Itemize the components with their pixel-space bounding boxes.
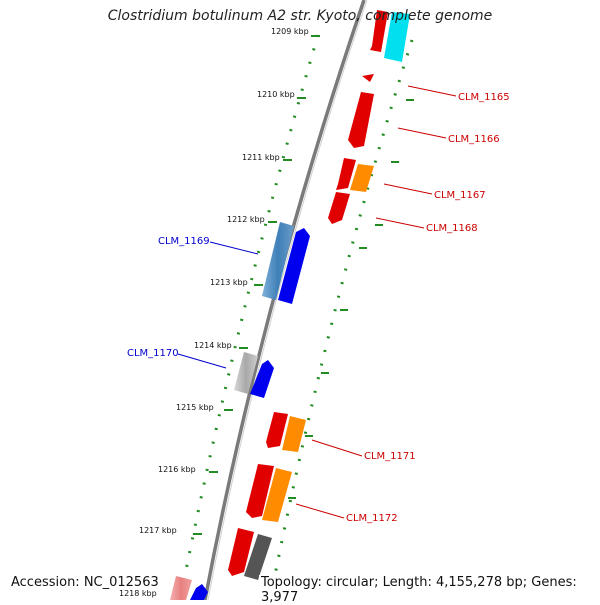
connector-clm-1168: [375, 217, 425, 229]
connector-clm-1165: [407, 85, 457, 97]
genome-backbone-highlight: [207, 0, 368, 600]
forward-genes: [228, 10, 410, 580]
ruler-label: 1218 kbp: [119, 589, 157, 598]
connector-clm-1167: [383, 183, 433, 195]
ruler-label: 1215 kbp: [176, 403, 214, 412]
gene-label[interactable]: CLM_1165: [458, 92, 510, 103]
inner-ruler-line: [273, 39, 414, 576]
ruler-ticks: [193, 35, 414, 535]
cog-bar-orange[interactable]: [282, 416, 306, 452]
gene-label[interactable]: CLM_1172: [346, 513, 398, 524]
genome-backbone: [203, 0, 366, 600]
ruler-line: [180, 34, 320, 591]
cog-bar-gray[interactable]: [244, 534, 272, 580]
connector-clm-1166: [397, 127, 447, 139]
ruler-label: 1210 kbp: [257, 90, 295, 99]
ruler-label: 1211 kbp: [242, 153, 280, 162]
gene-arrow-clm-1168[interactable]: [328, 192, 350, 224]
connector-clm-1171: [311, 439, 363, 457]
gene-arrow-clm-1164[interactable]: [370, 10, 388, 52]
gene-arrow-clm-1165[interactable]: [362, 74, 374, 82]
connector-clm-1170: [177, 353, 227, 369]
ruler-label: 1213 kbp: [210, 278, 248, 287]
gene-label[interactable]: CLM_1170: [127, 348, 179, 359]
gene-arrow-clm-1170[interactable]: [250, 360, 274, 398]
gene-arrow-clm-1167[interactable]: [336, 158, 356, 190]
accession-text: Accession: NC_012563: [9, 575, 161, 590]
map-title: Clostridium botulinum A2 str. Kyoto, com…: [107, 8, 493, 24]
gene-arrow-clm-1174[interactable]: [190, 584, 208, 600]
connector-clm-1169: [209, 241, 259, 255]
ruler-label: 1209 kbp: [271, 27, 309, 36]
cog-bar-pink[interactable]: [170, 576, 192, 600]
label-connectors: [177, 85, 457, 519]
gene-label[interactable]: CLM_1166: [448, 134, 500, 145]
ruler-label: 1214 kbp: [194, 341, 232, 350]
gene-arrow-clm-1171[interactable]: [266, 412, 288, 448]
ruler-label: 1216 kbp: [158, 465, 196, 474]
reverse-genes: [170, 222, 310, 600]
cog-bar-blue[interactable]: [262, 222, 294, 300]
gene-label[interactable]: CLM_1171: [364, 451, 416, 462]
ruler-label: 1217 kbp: [139, 526, 177, 535]
gene-label[interactable]: CLM_1169: [158, 236, 210, 247]
gene-arrow-clm-1173[interactable]: [228, 528, 254, 576]
genome-summary-text: Topology: circular; Length: 4,155,278 bp…: [259, 575, 600, 605]
cog-bar-cyan[interactable]: [384, 12, 410, 62]
gene-label[interactable]: CLM_1168: [426, 223, 478, 234]
cog-bar-orange[interactable]: [350, 164, 374, 192]
gene-arrow-clm-1166[interactable]: [348, 92, 374, 148]
cog-bar-gray[interactable]: [234, 352, 258, 394]
gene-arrow-clm-1169[interactable]: [278, 228, 310, 304]
connector-clm-1172: [295, 503, 345, 519]
gene-label[interactable]: CLM_1167: [434, 190, 486, 201]
cog-bar-orange[interactable]: [262, 468, 292, 522]
gene-arrow-clm-1172[interactable]: [246, 464, 274, 518]
ruler-label: 1212 kbp: [227, 215, 265, 224]
